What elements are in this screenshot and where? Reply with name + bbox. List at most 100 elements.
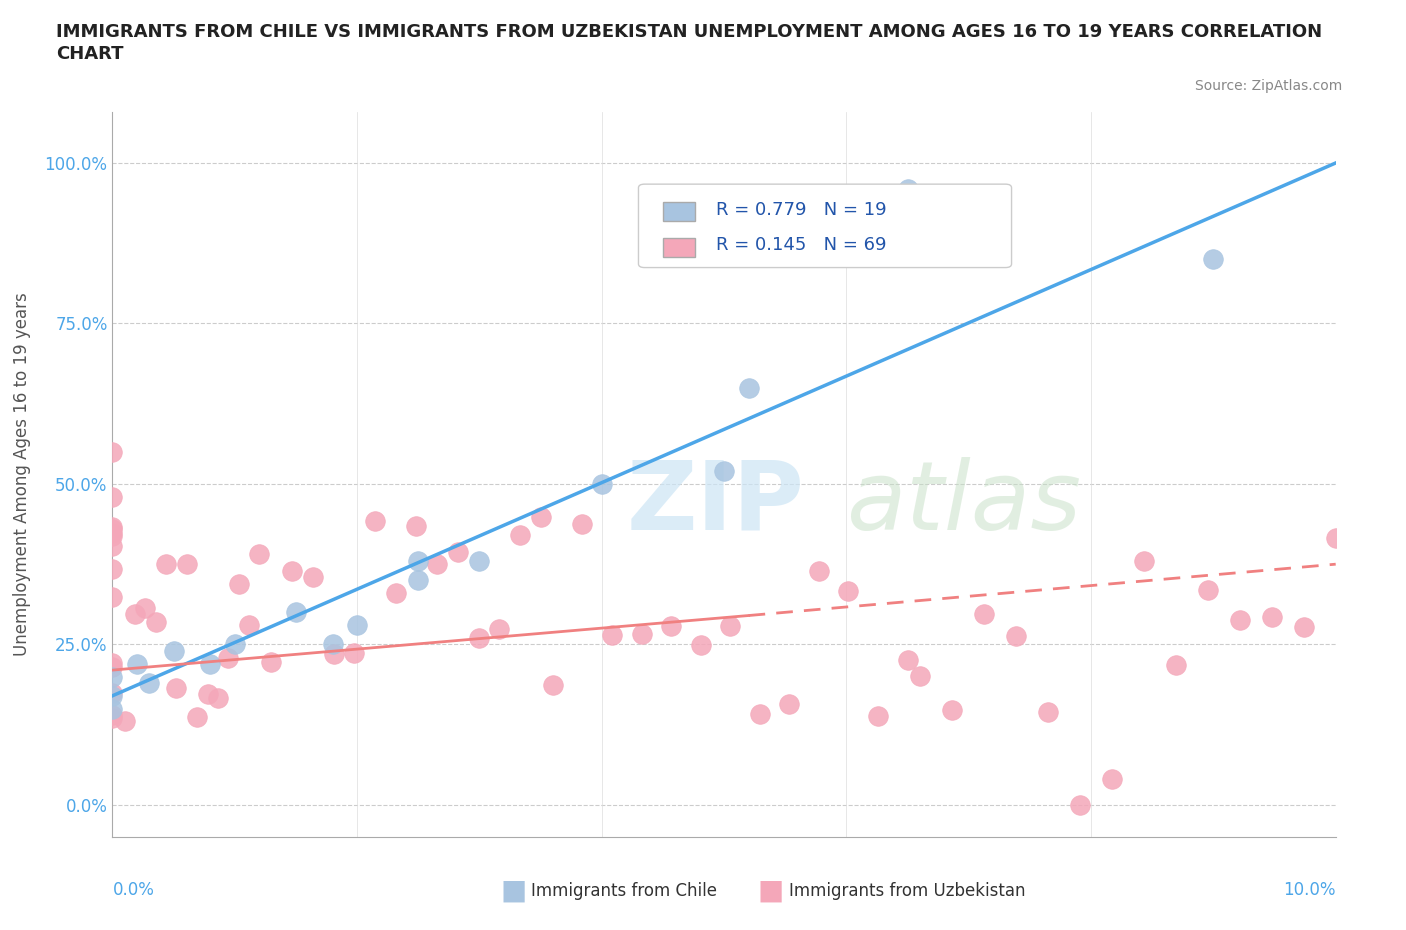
Point bbox=[530, 510, 553, 525]
Point bbox=[101, 669, 124, 684]
Point bbox=[897, 652, 920, 667]
Point bbox=[748, 707, 770, 722]
Point bbox=[866, 709, 889, 724]
Point bbox=[737, 380, 759, 395]
Point bbox=[197, 686, 219, 701]
Point bbox=[322, 646, 344, 661]
Point bbox=[101, 701, 124, 716]
Point bbox=[713, 464, 735, 479]
Point bbox=[124, 607, 146, 622]
Point bbox=[897, 181, 920, 196]
Point bbox=[101, 711, 124, 726]
Point bbox=[101, 688, 124, 703]
Text: R = 0.145   N = 69: R = 0.145 N = 69 bbox=[716, 236, 886, 254]
Point bbox=[1069, 797, 1091, 812]
Point bbox=[101, 685, 124, 700]
Point bbox=[408, 573, 430, 588]
Point bbox=[1260, 610, 1282, 625]
Point bbox=[541, 678, 564, 693]
Bar bbox=[664, 203, 695, 221]
Point bbox=[447, 545, 470, 560]
Text: IMMIGRANTS FROM CHILE VS IMMIGRANTS FROM UZBEKISTAN UNEMPLOYMENT AMONG AGES 16 T: IMMIGRANTS FROM CHILE VS IMMIGRANTS FROM… bbox=[56, 23, 1323, 41]
Point bbox=[1164, 658, 1187, 672]
Text: 10.0%: 10.0% bbox=[1284, 881, 1336, 898]
Point bbox=[302, 570, 325, 585]
Text: ■: ■ bbox=[501, 877, 526, 905]
Point bbox=[101, 660, 124, 675]
Point bbox=[689, 637, 711, 652]
Text: Source: ZipAtlas.com: Source: ZipAtlas.com bbox=[1195, 79, 1343, 93]
Point bbox=[973, 606, 995, 621]
Point bbox=[101, 562, 124, 577]
Point bbox=[426, 556, 449, 571]
Text: 0.0%: 0.0% bbox=[112, 881, 155, 898]
Point bbox=[145, 615, 167, 630]
Point bbox=[228, 576, 250, 591]
Point bbox=[571, 516, 593, 531]
Point bbox=[101, 445, 124, 459]
Point bbox=[186, 710, 208, 724]
Point bbox=[101, 656, 124, 671]
Point bbox=[284, 604, 308, 619]
Point bbox=[600, 628, 623, 643]
Point bbox=[1101, 772, 1123, 787]
Point bbox=[200, 657, 222, 671]
Text: Immigrants from Chile: Immigrants from Chile bbox=[531, 882, 717, 900]
Text: ZIP: ZIP bbox=[626, 457, 804, 550]
Point bbox=[207, 690, 229, 705]
Point bbox=[163, 644, 186, 658]
Point bbox=[364, 513, 387, 528]
Text: atlas: atlas bbox=[846, 457, 1081, 550]
Text: R = 0.779   N = 19: R = 0.779 N = 19 bbox=[716, 201, 886, 219]
Point bbox=[101, 529, 124, 544]
Point bbox=[224, 637, 246, 652]
Point bbox=[134, 601, 156, 616]
Point bbox=[101, 489, 124, 504]
Point bbox=[101, 538, 124, 553]
Point bbox=[488, 621, 510, 636]
Text: CHART: CHART bbox=[56, 45, 124, 62]
Point bbox=[837, 583, 859, 598]
Point bbox=[468, 553, 491, 568]
Point bbox=[384, 586, 406, 601]
Point bbox=[408, 553, 430, 568]
Point bbox=[778, 697, 800, 711]
Point bbox=[659, 618, 682, 633]
Point bbox=[101, 525, 124, 540]
Point bbox=[101, 520, 124, 535]
Point bbox=[807, 564, 830, 578]
Point bbox=[1132, 553, 1154, 568]
Text: Immigrants from Uzbekistan: Immigrants from Uzbekistan bbox=[789, 882, 1025, 900]
Point bbox=[346, 618, 368, 632]
Point bbox=[238, 618, 260, 632]
Point bbox=[1197, 582, 1219, 597]
Point bbox=[718, 618, 741, 633]
Point bbox=[155, 556, 177, 571]
Point bbox=[247, 546, 270, 561]
FancyBboxPatch shape bbox=[638, 184, 1011, 268]
Point bbox=[101, 522, 124, 537]
Point bbox=[1324, 530, 1347, 545]
Point bbox=[138, 675, 160, 690]
Y-axis label: Unemployment Among Ages 16 to 19 years: Unemployment Among Ages 16 to 19 years bbox=[13, 292, 31, 657]
Point bbox=[405, 519, 427, 534]
Point bbox=[176, 557, 198, 572]
Point bbox=[101, 590, 124, 604]
Point bbox=[1292, 619, 1315, 634]
Point bbox=[217, 650, 239, 665]
Point bbox=[101, 707, 124, 722]
Point bbox=[281, 564, 304, 578]
Point bbox=[591, 476, 613, 491]
Point bbox=[125, 657, 148, 671]
Text: ■: ■ bbox=[758, 877, 783, 905]
Point bbox=[509, 528, 531, 543]
Point bbox=[941, 703, 963, 718]
Point bbox=[166, 681, 188, 696]
Point bbox=[1036, 704, 1059, 719]
Point bbox=[322, 637, 344, 652]
Point bbox=[908, 669, 931, 684]
Point bbox=[467, 631, 489, 645]
Point bbox=[1229, 613, 1251, 628]
Bar bbox=[664, 238, 695, 257]
Point bbox=[1202, 252, 1225, 267]
